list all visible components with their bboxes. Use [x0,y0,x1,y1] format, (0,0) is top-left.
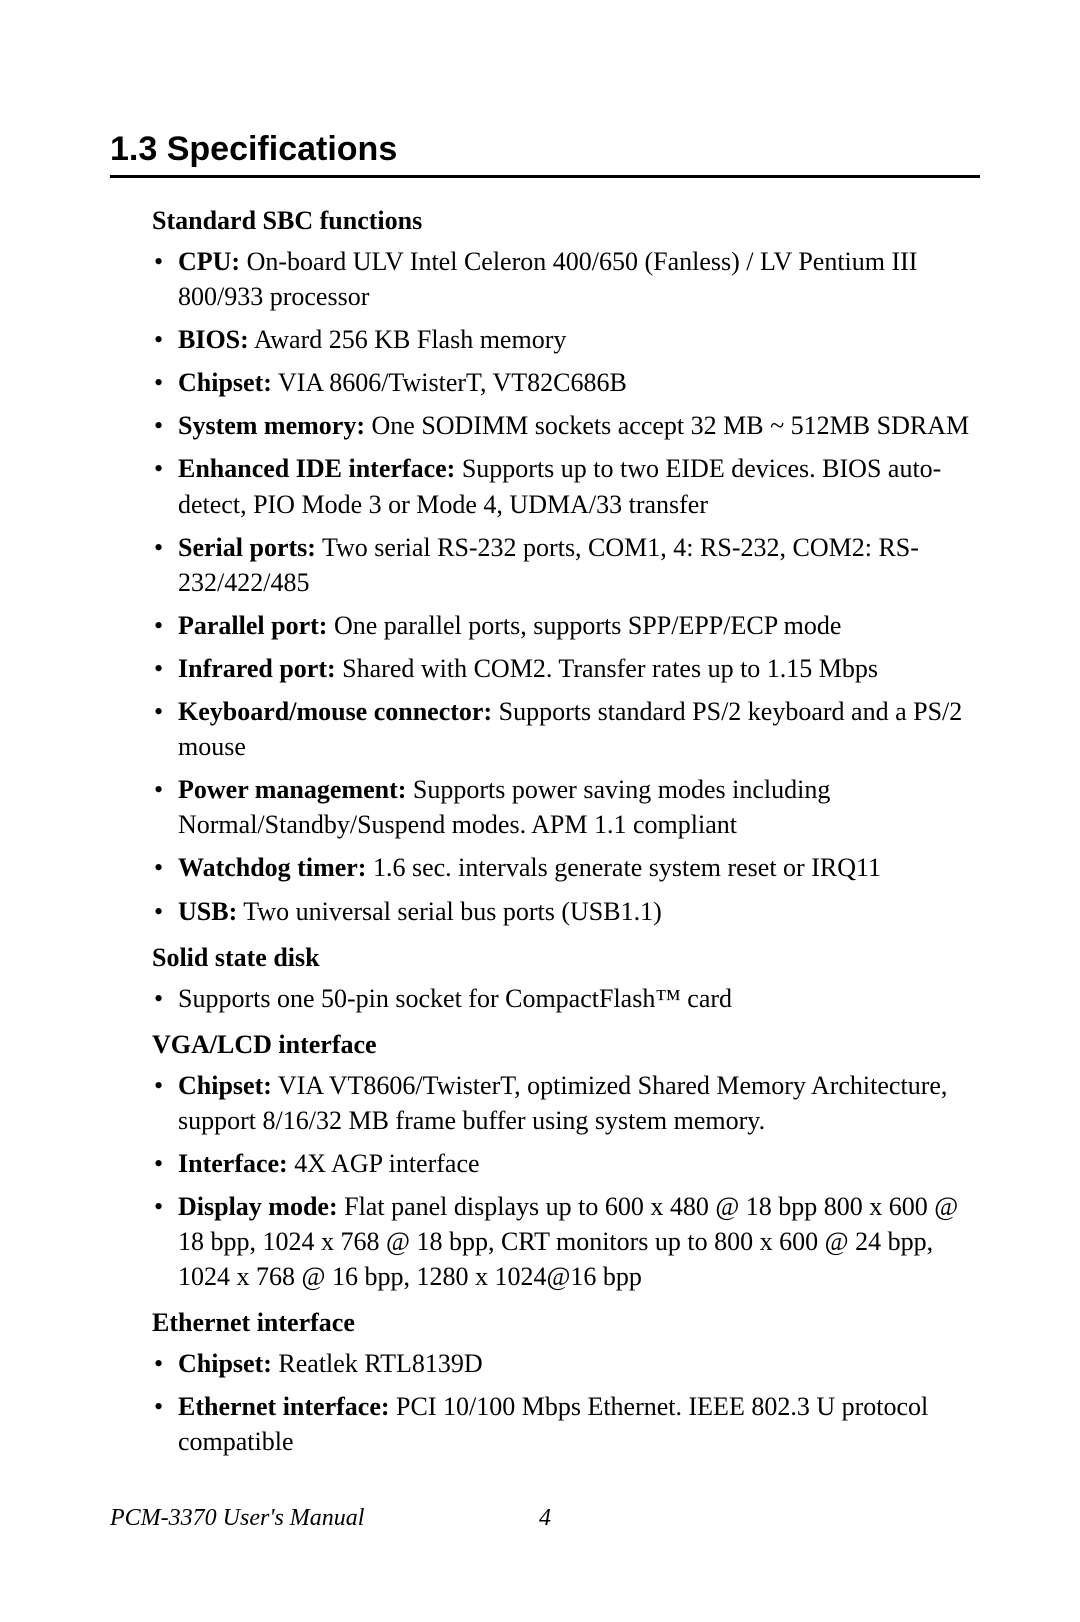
subheading-solid-state-disk: Solid state disk [152,943,980,973]
spec-label: Infrared port: [178,654,336,683]
spec-text: Supports one 50-pin socket for CompactFl… [178,984,732,1013]
spec-label: BIOS: [178,325,249,354]
subheading-vga-lcd: VGA/LCD interface [152,1030,980,1060]
page: 1.3 Specifications Standard SBC function… [0,0,1080,1622]
page-footer: PCM-3370 User's Manual 4 [110,1505,980,1532]
list-item: Watchdog timer: 1.6 sec. intervals gener… [152,850,980,885]
section-rule [110,175,980,178]
list-item: Chipset: Reatlek RTL8139D [152,1346,980,1381]
spec-label: System memory: [178,411,365,440]
spec-text: One parallel ports, supports SPP/EPP/ECP… [327,611,841,640]
spec-label: USB: [178,897,237,926]
spec-list-vga-lcd: Chipset: VIA VT8606/TwisterT, optimized … [152,1068,980,1295]
spec-text: Shared with COM2. Transfer rates up to 1… [336,654,878,683]
list-item: Serial ports: Two serial RS-232 ports, C… [152,530,980,600]
list-item: Infrared port: Shared with COM2. Transfe… [152,651,980,686]
spec-label: Chipset: [178,368,272,397]
list-item: Chipset: VIA 8606/TwisterT, VT82C686B [152,365,980,400]
spec-label: Serial ports: [178,533,316,562]
list-item: Chipset: VIA VT8606/TwisterT, optimized … [152,1068,980,1138]
footer-manual-title: PCM-3370 User's Manual [110,1505,364,1531]
spec-label: Enhanced IDE interface: [178,454,455,483]
spec-list-solid-state-disk: Supports one 50-pin socket for CompactFl… [152,981,980,1016]
spec-label: Power management: [178,775,406,804]
spec-text: 4X AGP interface [288,1149,480,1178]
spec-label: Chipset: [178,1349,272,1378]
spec-text: VIA VT8606/TwisterT, optimized Shared Me… [178,1071,947,1135]
spec-list-ethernet: Chipset: Reatlek RTL8139D Ethernet inter… [152,1346,980,1459]
subheading-standard-sbc: Standard SBC functions [152,206,980,236]
list-item: Interface: 4X AGP interface [152,1146,980,1181]
spec-text: On-board ULV Intel Celeron 400/650 (Fanl… [178,247,917,311]
spec-text: 1.6 sec. intervals generate system reset… [366,853,881,882]
spec-text: Award 256 KB Flash memory [249,325,567,354]
list-item: System memory: One SODIMM sockets accept… [152,408,980,443]
spec-text: One SODIMM sockets accept 32 MB ~ 512MB … [365,411,969,440]
spec-label: Chipset: [178,1071,272,1100]
spec-label: CPU: [178,247,240,276]
spec-label: Watchdog timer: [178,853,366,882]
list-item: Power management: Supports power saving … [152,772,980,842]
list-item: Parallel port: One parallel ports, suppo… [152,608,980,643]
spec-text: VIA 8606/TwisterT, VT82C686B [272,368,627,397]
subheading-ethernet: Ethernet interface [152,1308,980,1338]
list-item: Ethernet interface: PCI 10/100 Mbps Ethe… [152,1389,980,1459]
list-item: Keyboard/mouse connector: Supports stand… [152,694,980,764]
spec-label: Keyboard/mouse connector: [178,697,492,726]
list-item: CPU: On-board ULV Intel Celeron 400/650 … [152,244,980,314]
list-item: Display mode: Flat panel displays up to … [152,1189,980,1294]
spec-text: Reatlek RTL8139D [272,1349,483,1378]
spec-label: Parallel port: [178,611,327,640]
content-block: Standard SBC functions CPU: On-board ULV… [110,206,980,1460]
spec-label: Interface: [178,1149,288,1178]
spec-text: Two universal serial bus ports (USB1.1) [237,897,662,926]
spec-list-standard-sbc: CPU: On-board ULV Intel Celeron 400/650 … [152,244,980,929]
list-item: Supports one 50-pin socket for CompactFl… [152,981,980,1016]
footer-page-number: 4 [539,1505,551,1532]
spec-label: Display mode: [178,1192,338,1221]
list-item: USB: Two universal serial bus ports (USB… [152,894,980,929]
list-item: BIOS: Award 256 KB Flash memory [152,322,980,357]
section-title: 1.3 Specifications [110,130,980,169]
list-item: Enhanced IDE interface: Supports up to t… [152,451,980,521]
spec-label: Ethernet interface: [178,1392,390,1421]
